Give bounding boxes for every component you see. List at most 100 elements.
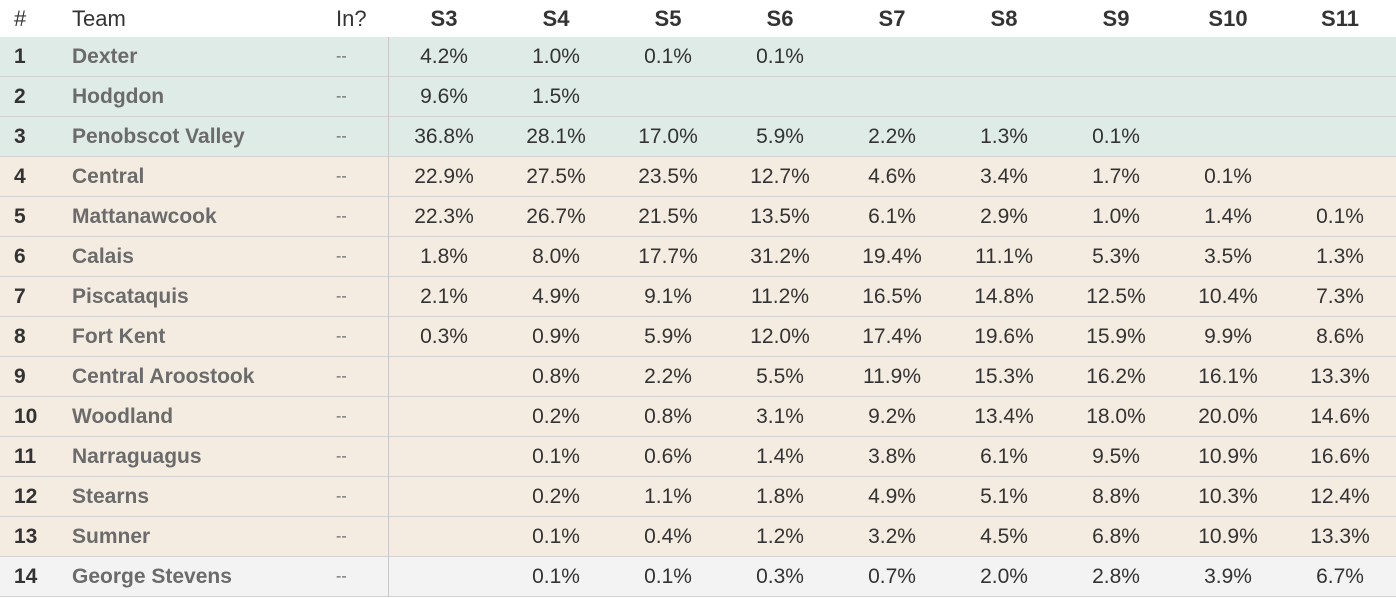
- table-row[interactable]: 14 George Stevens -- 0.1% 0.1% 0.3% 0.7% 2.0% 2.…: [0, 557, 1396, 597]
- seed-probability-cell: 2.2%: [644, 364, 692, 388]
- seed-probability-cell: 16.5%: [862, 284, 922, 308]
- seed-probability-cell: 14.8%: [974, 284, 1034, 308]
- header-seed-s5[interactable]: S5: [654, 5, 682, 31]
- seed-probability-cell: 4.2%: [420, 44, 468, 68]
- row-team-name: Calais: [72, 244, 134, 268]
- table-row[interactable]: 10 Woodland -- 0.2% 0.8% 3.1% 9.2% 13.4% 18.0% 20…: [0, 397, 1396, 437]
- header-seed-s3[interactable]: S3: [430, 5, 458, 31]
- seed-probability-cell: 0.2%: [532, 404, 580, 428]
- seed-probability-cell: 19.6%: [974, 324, 1034, 348]
- seed-probability-cell: 31.2%: [750, 244, 810, 268]
- seed-probability-cell: 0.2%: [532, 484, 580, 508]
- seed-probability-cell: 13.3%: [1310, 364, 1370, 388]
- seed-probability-cell: 13.5%: [750, 204, 810, 228]
- row-in-status: --: [336, 47, 347, 65]
- header-team[interactable]: Team: [72, 5, 126, 31]
- row-rank: 1: [14, 44, 26, 68]
- seed-probability-cell: 10.4%: [1198, 284, 1258, 308]
- seed-probability-cell: 13.4%: [974, 404, 1034, 428]
- table-row[interactable]: 7 Piscataquis -- 2.1% 4.9% 9.1% 11.2% 16.5% 14.8…: [0, 277, 1396, 317]
- row-rank: 7: [14, 284, 26, 308]
- table-row[interactable]: 1 Dexter -- 4.2% 1.0% 0.1% 0.1%: [0, 37, 1396, 77]
- seed-probability-cell: [612, 77, 724, 116]
- table-row[interactable]: 9 Central Aroostook -- 0.8% 2.2% 5.5% 11.9% 15.…: [0, 357, 1396, 397]
- seed-probability-cell: 9.1%: [644, 284, 692, 308]
- seed-probability-cell: 0.6%: [644, 444, 692, 468]
- row-in-status: --: [336, 327, 347, 345]
- row-team-name: Dexter: [72, 44, 138, 68]
- row-rank: 13: [14, 524, 38, 548]
- table-row[interactable]: 6 Calais -- 1.8% 8.0% 17.7% 31.2% 19.4% 11.1% 5.3…: [0, 237, 1396, 277]
- seed-probability-cell: 7.3%: [1316, 284, 1364, 308]
- seed-probability-cell: [1284, 157, 1396, 196]
- table-row[interactable]: 3 Penobscot Valley -- 36.8% 28.1% 17.0% 5.9% 2.…: [0, 117, 1396, 157]
- seed-probability-cell: [1060, 77, 1172, 116]
- table-row[interactable]: 13 Sumner -- 0.1% 0.4% 1.2% 3.2% 4.5% 6.8% 10.9% 1…: [0, 517, 1396, 557]
- header-seed-s7[interactable]: S7: [878, 5, 906, 31]
- header-seed-s6[interactable]: S6: [766, 5, 794, 31]
- row-in-status: --: [336, 87, 347, 105]
- row-team-name: Hodgdon: [72, 84, 165, 108]
- seed-probability-cell: 10.9%: [1198, 444, 1258, 468]
- header-seed-s9[interactable]: S9: [1102, 5, 1130, 31]
- seed-probability-cell: 12.7%: [750, 164, 810, 188]
- seed-probability-cell: 9.6%: [420, 84, 468, 108]
- seed-probability-cell: 12.5%: [1086, 284, 1146, 308]
- seed-probability-cell: [724, 77, 836, 116]
- header-seed-s10[interactable]: S10: [1208, 5, 1248, 31]
- header-seed-s4[interactable]: S4: [542, 5, 570, 31]
- seed-probability-cell: 3.1%: [756, 404, 804, 428]
- seed-probability-cell: 22.9%: [414, 164, 474, 188]
- seed-probability-cell: 1.8%: [756, 484, 804, 508]
- row-team-name: Central Aroostook: [72, 364, 255, 388]
- table-row[interactable]: 11 Narraguagus -- 0.1% 0.6% 1.4% 3.8% 6.1% 9.5% 1…: [0, 437, 1396, 477]
- seed-probability-cell: 1.3%: [1316, 244, 1364, 268]
- seed-probability-cell: 12.4%: [1310, 484, 1370, 508]
- seed-probability-cell: 9.9%: [1204, 324, 1252, 348]
- seed-probability-cell: [388, 517, 500, 556]
- seed-probability-cell: 0.3%: [420, 324, 468, 348]
- seed-probability-cell: [1172, 77, 1284, 116]
- header-seed-s11[interactable]: S11: [1321, 5, 1359, 31]
- row-in-status: --: [336, 167, 347, 185]
- seed-probability-cell: 0.1%: [532, 444, 580, 468]
- seed-probability-cell: 0.1%: [756, 44, 804, 68]
- table-row[interactable]: 5 Mattanawcook -- 22.3% 26.7% 21.5% 13.5% 6.1% 2…: [0, 197, 1396, 237]
- seed-probability-cell: [948, 37, 1060, 76]
- seed-probability-cell: 4.9%: [868, 484, 916, 508]
- seed-probability-cell: 13.3%: [1310, 524, 1370, 548]
- seed-probability-cell: [836, 37, 948, 76]
- seed-probability-cell: 17.0%: [638, 124, 698, 148]
- row-rank: 11: [14, 444, 37, 468]
- row-rank: 10: [14, 404, 38, 428]
- row-rank: 6: [14, 244, 26, 268]
- table-row[interactable]: 4 Central -- 22.9% 27.5% 23.5% 12.7% 4.6% 3.4% 1.…: [0, 157, 1396, 197]
- row-team-name: Sumner: [72, 524, 151, 548]
- header-rank[interactable]: #: [14, 5, 27, 31]
- seed-probability-cell: 0.3%: [756, 564, 804, 588]
- seed-probability-cell: 0.8%: [532, 364, 580, 388]
- header-seed-s8[interactable]: S8: [990, 5, 1018, 31]
- seed-probability-cell: 3.9%: [1204, 564, 1252, 588]
- seed-probability-cell: 0.9%: [532, 324, 580, 348]
- seed-probability-cell: 6.1%: [868, 204, 916, 228]
- row-in-status: --: [336, 487, 347, 505]
- seed-probability-cell: 5.3%: [1092, 244, 1140, 268]
- table-row[interactable]: 12 Stearns -- 0.2% 1.1% 1.8% 4.9% 5.1% 8.8% 10.3%…: [0, 477, 1396, 517]
- seed-probability-cell: 8.0%: [532, 244, 580, 268]
- row-rank: 4: [14, 164, 26, 188]
- row-in-status: --: [336, 447, 347, 465]
- seed-probability-cell: 36.8%: [414, 124, 474, 148]
- seed-probability-cell: 9.5%: [1092, 444, 1140, 468]
- table-row[interactable]: 8 Fort Kent -- 0.3% 0.9% 5.9% 12.0% 17.4% 19.6% 1…: [0, 317, 1396, 357]
- seed-probability-cell: [388, 557, 500, 596]
- header-in[interactable]: In?: [336, 5, 367, 31]
- seed-probability-cell: 0.1%: [1316, 204, 1364, 228]
- table-row[interactable]: 2 Hodgdon -- 9.6% 1.5%: [0, 77, 1396, 117]
- seed-probability-cell: 17.7%: [638, 244, 698, 268]
- seed-probability-cell: 21.5%: [638, 204, 698, 228]
- row-rank: 12: [14, 484, 38, 508]
- table-body: 1 Dexter -- 4.2% 1.0% 0.1% 0.1% 2 Hodgdon -- 9.6% 1…: [0, 37, 1396, 597]
- seed-probability-cell: 18.0%: [1086, 404, 1146, 428]
